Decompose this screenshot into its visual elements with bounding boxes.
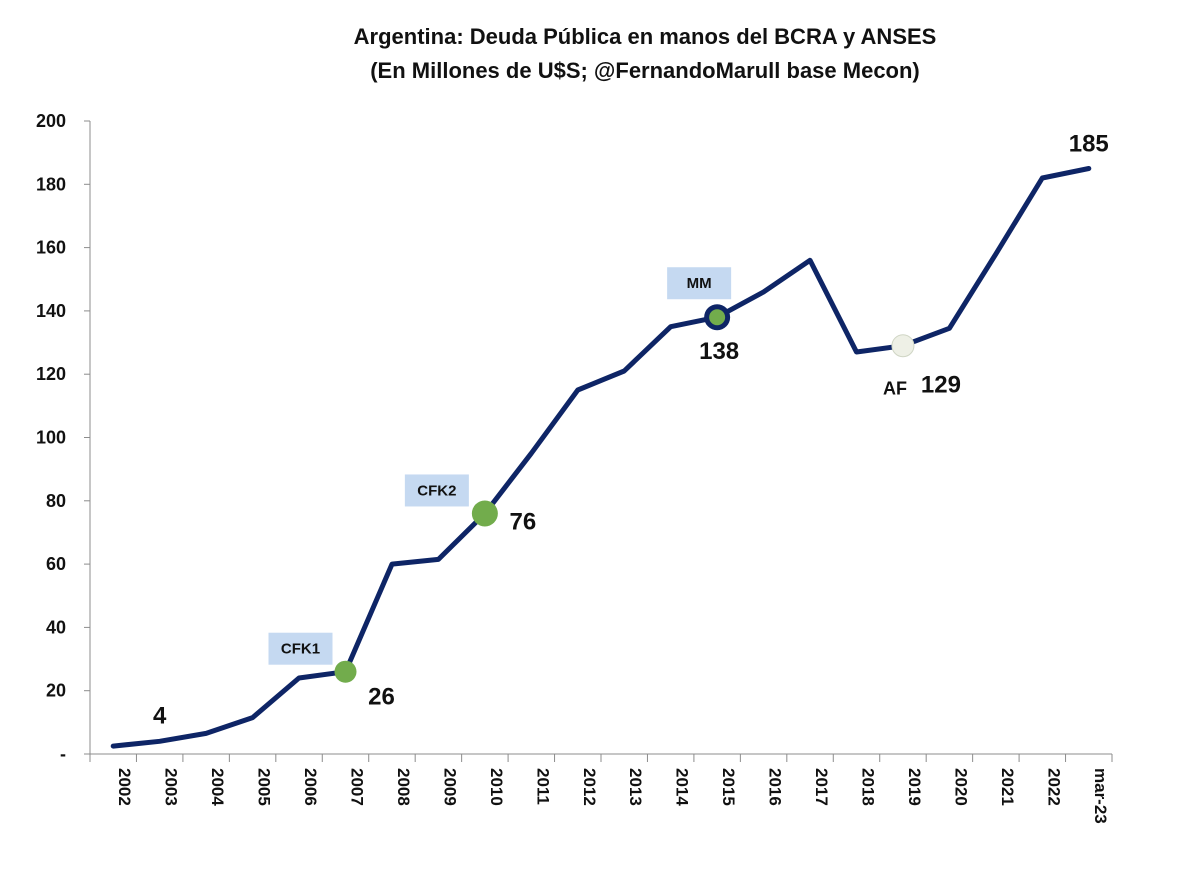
y-tick-label: 200: [36, 111, 66, 131]
annotation-label: CFK1: [281, 641, 320, 658]
x-tick-label: 2009: [440, 768, 459, 806]
chart-subtitle: (En Millones de U$S; @FernandoMarull bas…: [370, 58, 920, 83]
x-tick-label: 2018: [859, 768, 878, 806]
x-tick-label: 2014: [673, 768, 692, 806]
annotation-label: AF: [883, 379, 907, 399]
x-tick-label: 2012: [580, 768, 599, 806]
y-tick-label: -: [60, 744, 66, 764]
data-label: 185: [1069, 130, 1109, 157]
data-label: 138: [699, 338, 739, 365]
y-tick-label: 120: [36, 364, 66, 384]
y-tick-label: 180: [36, 174, 66, 194]
data-marker: [471, 500, 498, 527]
x-tick-label: 2003: [162, 768, 181, 806]
x-tick-label: 2021: [998, 768, 1017, 806]
x-tick-label: 2022: [1044, 768, 1063, 806]
y-tick-label: 80: [46, 491, 66, 511]
x-tick-label: 2020: [951, 768, 970, 806]
y-tick-label: 100: [36, 428, 66, 448]
y-tick-label: 60: [46, 554, 66, 574]
chart-title: Argentina: Deuda Pública en manos del BC…: [353, 24, 937, 49]
data-label: 129: [921, 372, 961, 399]
x-tick-label: 2016: [766, 768, 785, 806]
x-tick-label: 2004: [208, 768, 227, 806]
data-label: 26: [368, 684, 395, 711]
x-tick-label: 2015: [719, 768, 738, 806]
y-tick-label: 20: [46, 681, 66, 701]
y-tick-label: 160: [36, 238, 66, 258]
x-tick-label: mar-23: [1091, 768, 1110, 824]
x-tick-label: 2007: [348, 768, 367, 806]
x-tick-label: 2013: [626, 768, 645, 806]
data-marker: [334, 660, 357, 683]
annotation-label: CFK2: [417, 482, 456, 499]
annotation-box: [268, 632, 333, 665]
x-tick-label: 2019: [905, 768, 924, 806]
data-label: 4: [153, 702, 167, 729]
data-label: 76: [510, 508, 537, 535]
x-tick-label: 2011: [533, 768, 552, 805]
x-tick-label: 2010: [487, 768, 506, 806]
series-line: [110, 166, 1092, 749]
x-tick-label: 2008: [394, 768, 413, 806]
x-tick-label: 2002: [115, 768, 134, 806]
x-tick-label: 2017: [812, 768, 831, 806]
y-tick-label: 140: [36, 301, 66, 321]
annotation-box: [404, 474, 469, 507]
data-marker: [891, 334, 915, 358]
x-tick-label: 2005: [255, 768, 274, 806]
annotation-box: [667, 267, 732, 300]
annotation-label: MM: [687, 275, 712, 292]
x-tick-label: 2006: [301, 768, 320, 806]
y-tick-label: 40: [46, 617, 66, 637]
data-marker: [709, 309, 726, 326]
